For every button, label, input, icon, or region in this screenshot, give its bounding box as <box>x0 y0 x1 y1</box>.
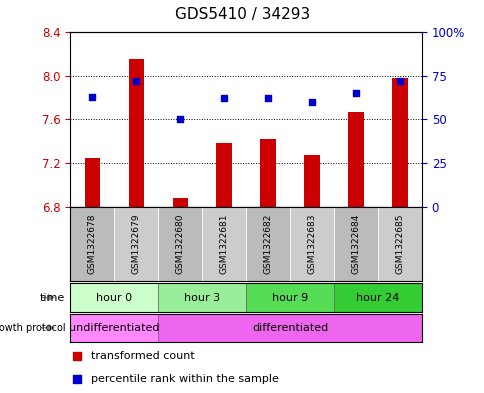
Bar <box>392 78 407 207</box>
Bar <box>158 207 202 281</box>
Point <box>307 99 315 105</box>
Text: GSM1322685: GSM1322685 <box>394 214 404 274</box>
Text: GSM1322680: GSM1322680 <box>175 214 184 274</box>
Point <box>351 90 359 96</box>
Point <box>264 95 272 101</box>
Bar <box>84 158 100 207</box>
Point <box>73 376 81 382</box>
Bar <box>70 314 158 342</box>
Bar <box>158 314 421 342</box>
Bar <box>348 112 363 207</box>
Text: hour 3: hour 3 <box>184 292 220 303</box>
Point <box>176 116 184 122</box>
Text: GSM1322683: GSM1322683 <box>307 214 316 274</box>
Bar <box>70 283 158 312</box>
Text: differentiated: differentiated <box>252 323 328 333</box>
Bar <box>158 283 245 312</box>
Bar <box>333 207 377 281</box>
Text: GSM1322684: GSM1322684 <box>351 214 360 274</box>
Text: time: time <box>40 292 65 303</box>
Bar <box>114 207 158 281</box>
Point <box>220 95 227 101</box>
Point <box>88 94 96 100</box>
Text: hour 9: hour 9 <box>272 292 307 303</box>
Bar <box>70 207 114 281</box>
Bar <box>245 283 333 312</box>
Bar <box>289 207 333 281</box>
Text: percentile rank within the sample: percentile rank within the sample <box>91 374 279 384</box>
Text: GDS5410 / 34293: GDS5410 / 34293 <box>175 7 309 22</box>
Text: GSM1322682: GSM1322682 <box>263 214 272 274</box>
Text: transformed count: transformed count <box>91 351 195 361</box>
Text: hour 24: hour 24 <box>356 292 399 303</box>
Point <box>132 78 140 84</box>
Bar <box>377 207 421 281</box>
Bar <box>260 139 275 207</box>
Bar <box>245 207 289 281</box>
Point <box>395 78 403 84</box>
Bar <box>304 155 319 207</box>
Text: GSM1322681: GSM1322681 <box>219 214 228 274</box>
Text: hour 0: hour 0 <box>96 292 132 303</box>
Text: undifferentiated: undifferentiated <box>69 323 159 333</box>
Bar <box>128 59 144 207</box>
Bar <box>202 207 245 281</box>
Bar <box>216 143 231 207</box>
Bar <box>172 198 187 207</box>
Text: growth protocol: growth protocol <box>0 323 65 333</box>
Bar <box>333 283 421 312</box>
Text: GSM1322679: GSM1322679 <box>132 214 140 274</box>
Text: GSM1322678: GSM1322678 <box>88 214 97 274</box>
Point <box>73 353 81 359</box>
